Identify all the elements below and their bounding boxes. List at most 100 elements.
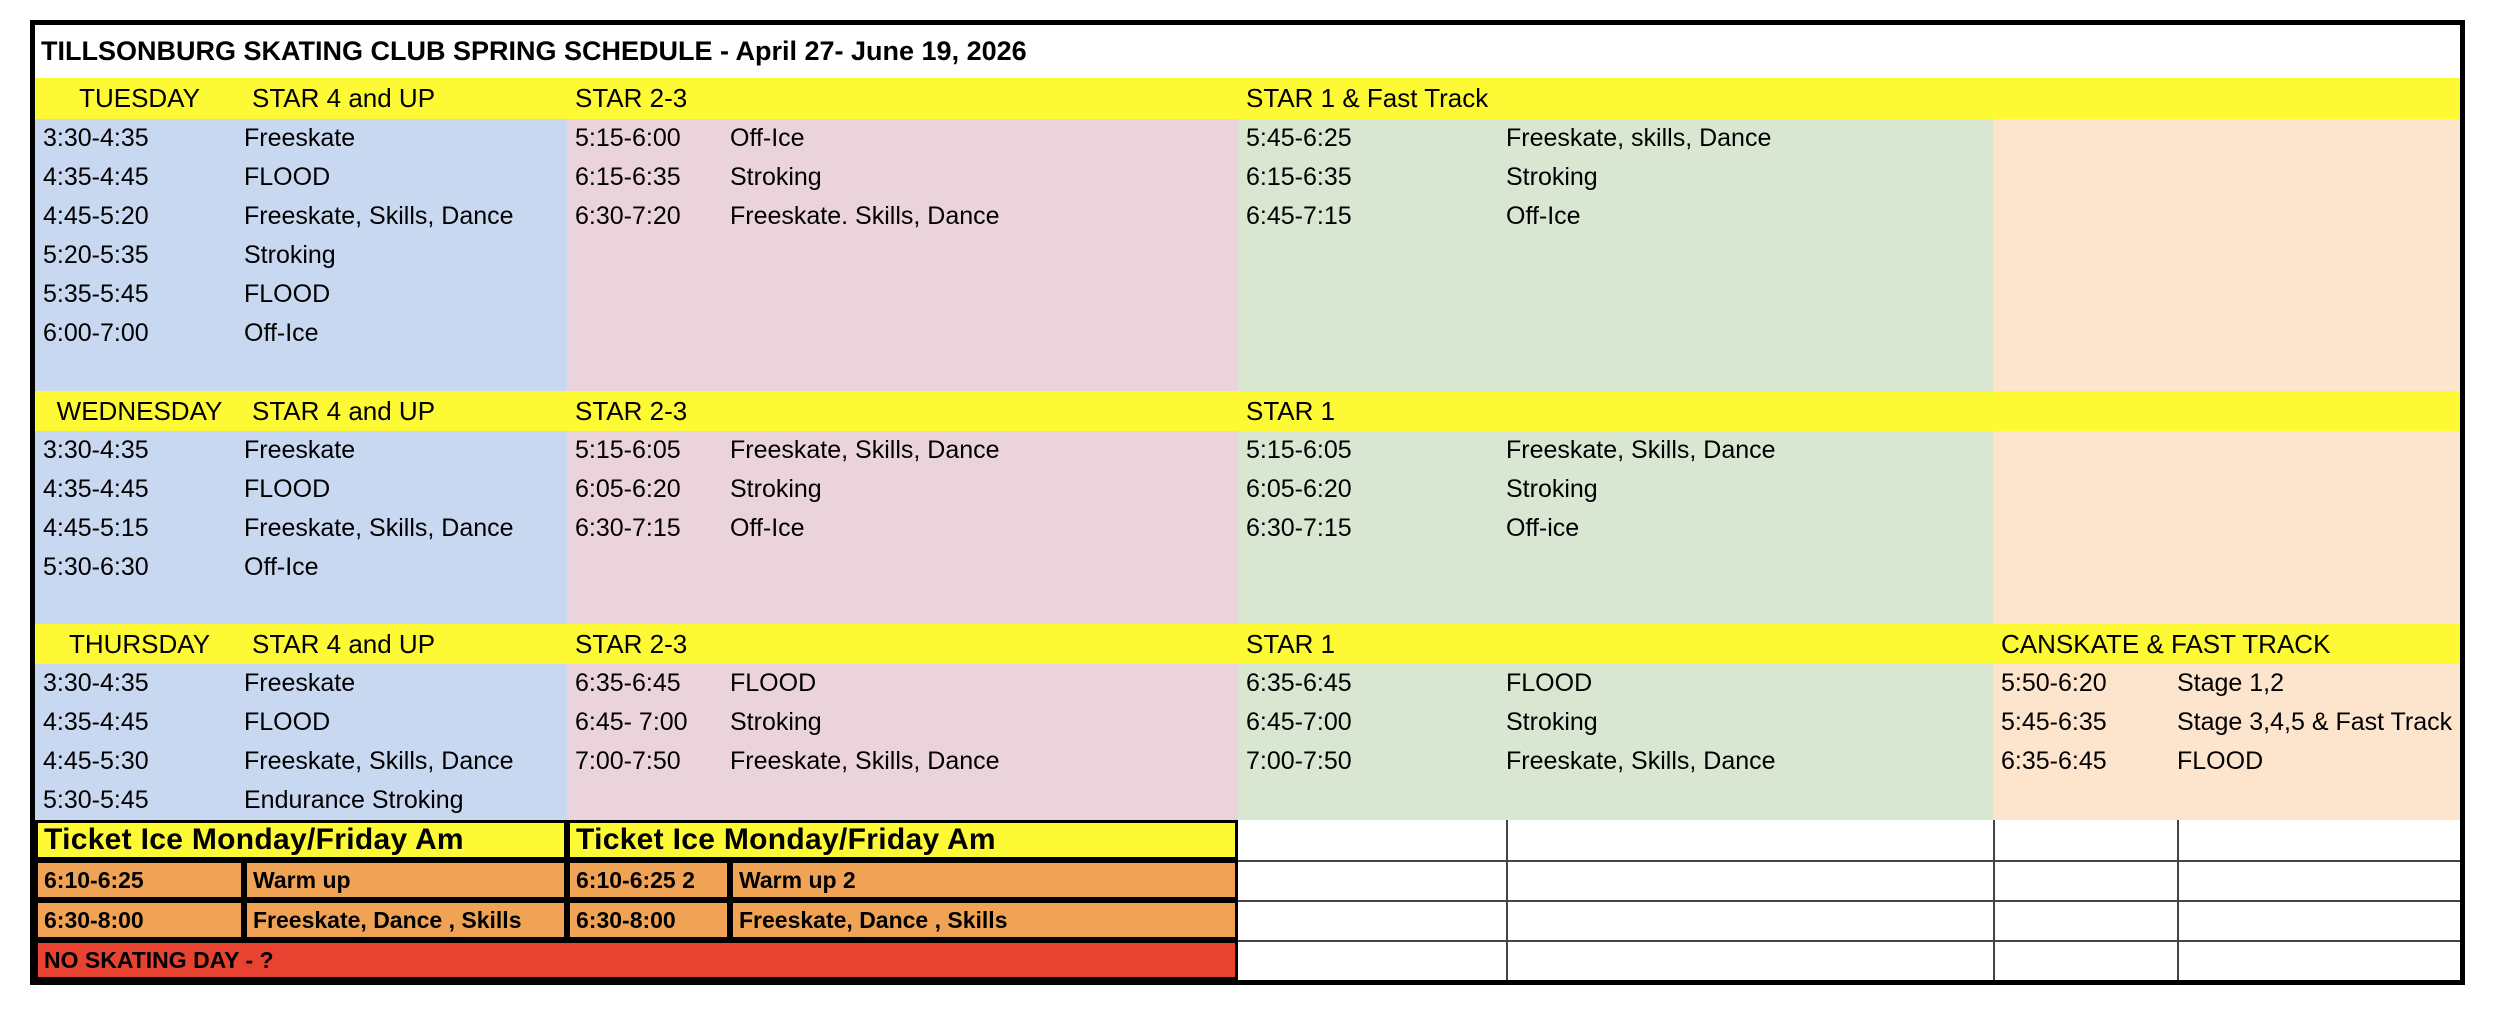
schedule-row: 6:35-6:45 FLOOD xyxy=(1238,664,1993,703)
time-cell: 4:35-4:45 xyxy=(43,475,149,503)
grid-line xyxy=(1238,900,2460,902)
time-cell: 5:30-6:30 xyxy=(43,553,149,581)
day-label: WEDNESDAY xyxy=(56,395,223,426)
section-header-star1: STAR 1 & Fast Track xyxy=(1246,83,1489,113)
ticket-ice-header-label: Ticket Ice Monday/Friday Am xyxy=(576,823,996,856)
schedule-row: 3:30-4:35 Freeskate xyxy=(35,119,567,158)
activity-cell: Freeskate, skills, Dance xyxy=(1506,124,1772,152)
ticket-activity-cell: Freeskate, Dance , Skills xyxy=(244,900,567,940)
thursday-star23-section: 6:35-6:45 FLOOD 6:45- 7:00 Stroking 7:00-7… xyxy=(567,664,1238,820)
tuesday-header-row: TUESDAY STAR 4 and UP STAR 2-3 STAR 1 & … xyxy=(35,78,2460,119)
activity-cell: Freeskate xyxy=(244,669,356,697)
time-cell: 6:30-7:15 xyxy=(575,514,681,542)
time-cell: 7:00-7:50 xyxy=(1246,747,1352,775)
schedule-row: 5:30-6:30 Off-Ice xyxy=(35,548,567,587)
ticket-activity-cell: Warm up 2 xyxy=(730,860,1238,900)
wednesday-star4-section: 3:30-4:35 Freeskate 4:35-4:45 FLOOD 4:45-5… xyxy=(35,431,567,624)
time-cell: 6:35-6:45 xyxy=(575,669,681,697)
schedule-row: 6:30-7:20 Freeskate. Skills, Dance xyxy=(567,197,1238,236)
time-cell: 6:05-6:20 xyxy=(1246,475,1352,503)
time-cell: 6:30-7:15 xyxy=(1246,514,1352,542)
activity-cell: Endurance Stroking xyxy=(244,786,464,814)
day-label: TUESDAY xyxy=(79,83,200,113)
title-row: TILLSONBURG SKATING CLUB SPRING SCHEDULE… xyxy=(35,25,2460,78)
time-cell: 6:30-7:20 xyxy=(575,202,681,230)
schedule-row: 6:35-6:45 FLOOD xyxy=(567,664,1238,703)
activity-cell: Freeskate. Skills, Dance xyxy=(730,202,1000,230)
activity-cell: FLOOD xyxy=(2177,747,2264,775)
time-cell: 4:35-4:45 xyxy=(43,163,149,191)
activity-cell: FLOOD xyxy=(1506,669,1593,697)
time-cell: 5:15-6:00 xyxy=(575,124,681,152)
schedule-row: 5:35-5:45 FLOOD xyxy=(35,275,567,314)
activity-cell: Freeskate xyxy=(244,436,356,464)
no-skating-label: NO SKATING DAY - ? xyxy=(44,946,274,973)
activity-cell: Off-Ice xyxy=(730,514,805,542)
activity-cell: Freeskate xyxy=(244,124,356,152)
section-header-star23: STAR 2-3 xyxy=(575,83,688,113)
time-cell: 4:45-5:30 xyxy=(43,747,149,775)
schedule-row: 4:35-4:45 FLOOD xyxy=(35,703,567,742)
activity-cell: FLOOD xyxy=(244,163,331,191)
schedule-row: 6:15-6:35 Stroking xyxy=(1238,158,1993,197)
activity-cell: Freeskate, Skills, Dance xyxy=(244,514,514,542)
schedule-row: 5:15-6:05 Freeskate, Skills, Dance xyxy=(1238,431,1993,470)
schedule-row: 6:30-7:15 Off-ice xyxy=(1238,509,1993,548)
activity-cell: Freeskate, Skills, Dance xyxy=(1506,747,1776,775)
schedule-row: 4:35-4:45 FLOOD xyxy=(35,470,567,509)
grid-line xyxy=(1238,860,2460,862)
wednesday-canskate-section xyxy=(1993,431,2460,624)
activity-cell: Stroking xyxy=(1506,163,1598,191)
thursday-body: 3:30-4:35 Freeskate 4:35-4:45 FLOOD 4:45-5… xyxy=(35,664,2460,820)
schedule-row: 5:15-6:00 Off-Ice xyxy=(567,119,1238,158)
activity-cell: Stroking xyxy=(730,475,822,503)
time-cell: 6:10-6:25 xyxy=(44,866,144,893)
ticket-activity-cell: Freeskate, Dance , Skills xyxy=(730,900,1238,940)
schedule-row: 4:45-5:20 Freeskate, Skills, Dance xyxy=(35,197,567,236)
activity-cell: Freeskate, Skills, Dance xyxy=(1506,436,1776,464)
time-cell: 5:45-6:35 xyxy=(2001,708,2107,736)
time-cell: 5:20-5:35 xyxy=(43,241,149,269)
section-header-star4: STAR 4 and UP xyxy=(252,628,436,659)
schedule-row: 5:50-6:20 Stage 1,2 xyxy=(1993,664,2460,703)
schedule-row: 5:15-6:05 Freeskate, Skills, Dance xyxy=(567,431,1238,470)
ticket-time-cell: 6:10-6:25 xyxy=(35,860,244,900)
ticket-time-cell: 6:30-8:00 xyxy=(567,900,730,940)
time-cell: 6:30-8:00 xyxy=(576,906,676,933)
schedule-row: 5:45-6:35 Stage 3,4,5 & Fast Track xyxy=(1993,703,2460,742)
time-cell: 6:10-6:25 2 xyxy=(576,866,695,893)
schedule-row: 6:15-6:35 Stroking xyxy=(567,158,1238,197)
time-cell: 6:45-7:00 xyxy=(1246,708,1352,736)
time-cell: 6:35-6:45 xyxy=(2001,747,2107,775)
time-cell: 3:30-4:35 xyxy=(43,436,149,464)
thursday-header-row: THURSDAY STAR 4 and UP STAR 2-3 STAR 1 C… xyxy=(35,624,2460,664)
thursday-star4-section: 3:30-4:35 Freeskate 4:35-4:45 FLOOD 4:45-5… xyxy=(35,664,567,820)
time-cell: 4:45-5:15 xyxy=(43,514,149,542)
schedule-row: 5:45-6:25 Freeskate, skills, Dance xyxy=(1238,119,1993,158)
activity-cell: FLOOD xyxy=(730,669,817,697)
wednesday-body: 3:30-4:35 Freeskate 4:35-4:45 FLOOD 4:45-5… xyxy=(35,431,2460,624)
activity-cell: Warm up 2 xyxy=(739,866,856,893)
ticket-ice-header-label: Ticket Ice Monday/Friday Am xyxy=(44,823,464,856)
section-header-star1: STAR 1 xyxy=(1246,395,1336,426)
wednesday-header-row: WEDNESDAY STAR 4 and UP STAR 2-3 STAR 1 xyxy=(35,391,2460,431)
schedule-row: 6:05-6:20 Stroking xyxy=(567,470,1238,509)
time-cell: 6:35-6:45 xyxy=(1246,669,1352,697)
schedule-row: 6:35-6:45 FLOOD xyxy=(1993,742,2460,781)
activity-cell: FLOOD xyxy=(244,280,331,308)
schedule-row: 4:45-5:15 Freeskate, Skills, Dance xyxy=(35,509,567,548)
activity-cell: Off-Ice xyxy=(730,124,805,152)
schedule-row: 7:00-7:50 Freeskate, Skills, Dance xyxy=(1238,742,1993,781)
activity-cell: Warm up xyxy=(253,866,351,893)
time-cell: 6:45- 7:00 xyxy=(575,708,688,736)
schedule-row: 7:00-7:50 Freeskate, Skills, Dance xyxy=(567,742,1238,781)
time-cell: 3:30-4:35 xyxy=(43,669,149,697)
schedule-row: 6:45-7:00 Stroking xyxy=(1238,703,1993,742)
schedule-row: 3:30-4:35 Freeskate xyxy=(35,664,567,703)
activity-cell: Freeskate, Skills, Dance xyxy=(730,747,1000,775)
time-cell: 6:00-7:00 xyxy=(43,319,149,347)
time-cell: 5:30-5:45 xyxy=(43,786,149,814)
schedule-table: TILLSONBURG SKATING CLUB SPRING SCHEDULE… xyxy=(30,20,2465,985)
time-cell: 6:45-7:15 xyxy=(1246,202,1352,230)
activity-cell: Freeskate, Dance , Skills xyxy=(253,906,522,933)
